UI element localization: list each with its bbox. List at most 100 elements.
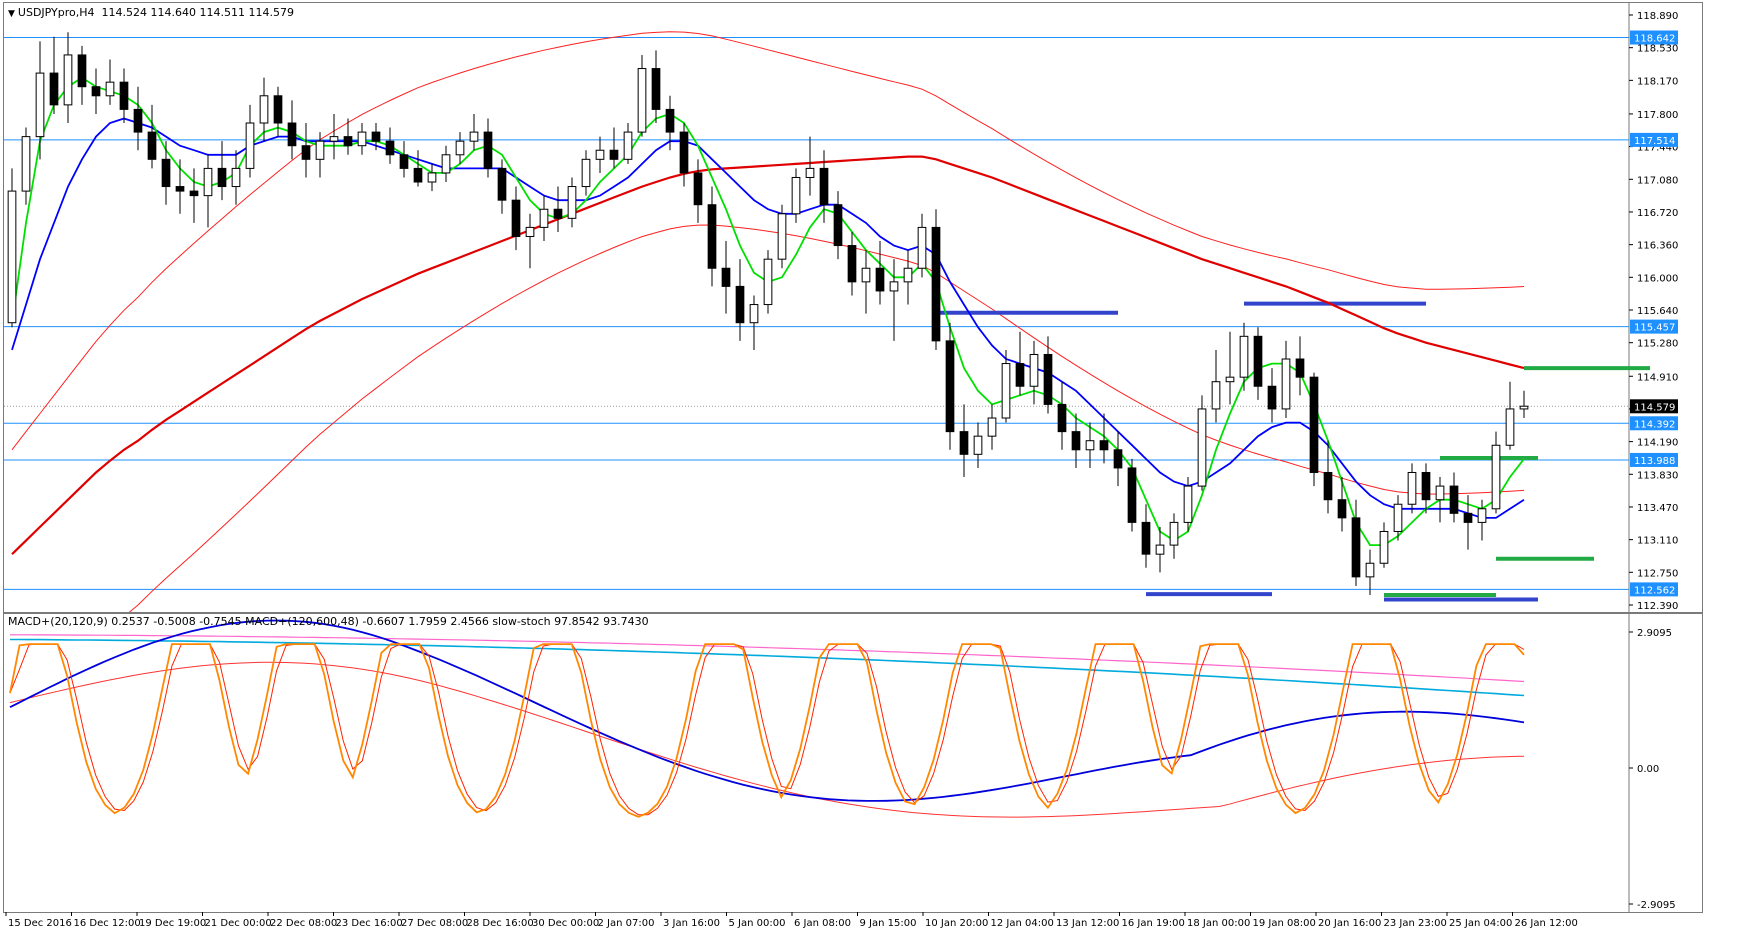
level-label-bg <box>1630 30 1678 45</box>
time-tick-label: 10 Jan 20:00 <box>925 918 988 929</box>
price-tick-label: 114.190 <box>1637 438 1678 449</box>
stoch-signal-line <box>9 643 1525 816</box>
macd-fast-line <box>9 619 1525 802</box>
candle-bear <box>301 145 311 160</box>
candle-bull <box>1365 562 1375 578</box>
time-tick-label: 15 Dec 2016 <box>8 918 72 929</box>
time-tick-label: 5 Jan 00:00 <box>729 918 786 929</box>
price-tick-label: 116.720 <box>1637 208 1678 219</box>
candle-bear <box>385 140 395 156</box>
price-tick-label: 117.800 <box>1637 110 1678 121</box>
price-tick-label: 113.830 <box>1637 470 1678 481</box>
price-tick-label: 116.360 <box>1637 241 1678 252</box>
price-tick-label: 117.080 <box>1637 175 1678 186</box>
candle-bull <box>889 281 899 292</box>
candle-bull <box>539 208 549 228</box>
candle-bear <box>413 167 423 183</box>
candle-bear <box>161 158 171 188</box>
time-tick-label: 13 Jan 12:00 <box>1056 918 1119 929</box>
candle-bull <box>1407 471 1417 505</box>
time-tick-label: 30 Dec 00:00 <box>532 918 599 929</box>
candle-bull <box>861 267 871 283</box>
time-tick-label: 20 Jan 16:00 <box>1318 918 1381 929</box>
price-chart-pane[interactable]: 118.890 118.530 118.170 117.800 117.440 117.0… <box>3 2 1703 613</box>
candle-bull <box>637 68 647 133</box>
time-tick-label: 26 Jan 12:00 <box>1515 918 1578 929</box>
candle-bear <box>945 340 955 433</box>
candle-bear <box>175 186 185 192</box>
macd-fast-signal-line <box>9 661 1525 818</box>
ma-mid-line <box>11 117 1525 519</box>
candle-bull <box>1085 440 1095 451</box>
candle-bear <box>1337 499 1347 519</box>
candle-bear <box>1449 485 1459 514</box>
price-tick-label: 117.440 <box>1637 143 1678 154</box>
chart-menu-icon[interactable]: ▼ <box>8 9 15 19</box>
candle-bull <box>441 154 451 174</box>
candle-bear <box>1099 440 1109 451</box>
candle-bull <box>231 167 241 188</box>
candle-bull <box>1491 444 1501 510</box>
level-label-bg <box>1630 319 1678 334</box>
envelope-lower-line <box>128 224 1525 612</box>
indicator-tick-label: 0.00 <box>1637 764 1659 775</box>
candle-bear <box>147 131 157 160</box>
candle-bear <box>1421 471 1431 501</box>
macd-slow-signal-line <box>10 634 1525 683</box>
candle-bear <box>1295 358 1305 378</box>
candle-bull <box>763 258 773 306</box>
time-tick-label: 23 Jan 23:00 <box>1384 918 1447 929</box>
envelope-upper-line <box>11 31 1525 451</box>
candle-bull <box>903 267 913 283</box>
price-chart-svg[interactable]: 118.890 118.530 118.170 117.800 117.440 117.0… <box>4 3 1702 612</box>
candle-bull <box>1477 508 1487 523</box>
indicator-pane[interactable]: 2.9095 0.00 -2.9095 <box>3 613 1703 913</box>
price-tick-label: 116.000 <box>1637 273 1678 284</box>
level-label-bg <box>1630 416 1678 431</box>
level-label-bg <box>1630 452 1678 467</box>
time-tick-label: 23 Dec 16:00 <box>336 918 403 929</box>
indicator-tick-label: -2.9095 <box>1637 900 1676 911</box>
price-tick-label: 118.170 <box>1637 76 1678 87</box>
level-label-bg <box>1630 132 1678 147</box>
ma-slow-line <box>11 155 1525 555</box>
candle-bear <box>875 267 885 292</box>
candle-bull <box>1281 358 1291 410</box>
time-tick-label: 12 Jan 04:00 <box>991 918 1054 929</box>
candle-bear <box>1043 353 1053 405</box>
candle-bear <box>497 167 507 201</box>
candle-bull <box>1393 503 1403 532</box>
candle-bull <box>469 131 479 142</box>
candle-bear <box>651 68 661 110</box>
candle-bear <box>1267 385 1277 410</box>
candle-bear <box>833 204 843 247</box>
candle-bear <box>1113 449 1123 469</box>
candle-bear <box>1127 467 1137 523</box>
price-tick-label: 113.110 <box>1637 536 1678 547</box>
price-tick-label: 118.890 <box>1637 11 1678 22</box>
indicator-svg[interactable]: 2.9095 0.00 -2.9095 <box>4 614 1702 912</box>
candle-bull <box>917 226 927 269</box>
candle-bear <box>1057 403 1067 433</box>
current-price-label-bg <box>1630 399 1678 414</box>
level-label: 112.562 <box>1634 585 1675 596</box>
candle-bear <box>483 131 493 169</box>
time-tick-label: 19 Jan 08:00 <box>1253 918 1316 929</box>
candle-bull <box>791 176 801 215</box>
candle-bull <box>245 122 255 169</box>
candle-bull <box>525 226 535 237</box>
time-tick-label: 25 Jan 04:00 <box>1449 918 1512 929</box>
candle-bull <box>1519 405 1529 410</box>
candle-bull <box>35 72 45 138</box>
price-tick-label: 115.640 <box>1637 306 1678 317</box>
chart-header: ▼ USDJPYpro,H4 114.524 114.640 114.511 11… <box>8 6 294 19</box>
candle-bear <box>49 72 59 106</box>
candle-bear <box>1015 363 1025 387</box>
candle-bear <box>77 54 87 88</box>
candle-bull <box>357 131 367 147</box>
time-tick-label: 6 Jan 08:00 <box>794 918 851 929</box>
candle-bear <box>679 131 689 174</box>
price-tick-label: 114.910 <box>1637 372 1678 383</box>
candle-bull <box>1029 353 1039 387</box>
